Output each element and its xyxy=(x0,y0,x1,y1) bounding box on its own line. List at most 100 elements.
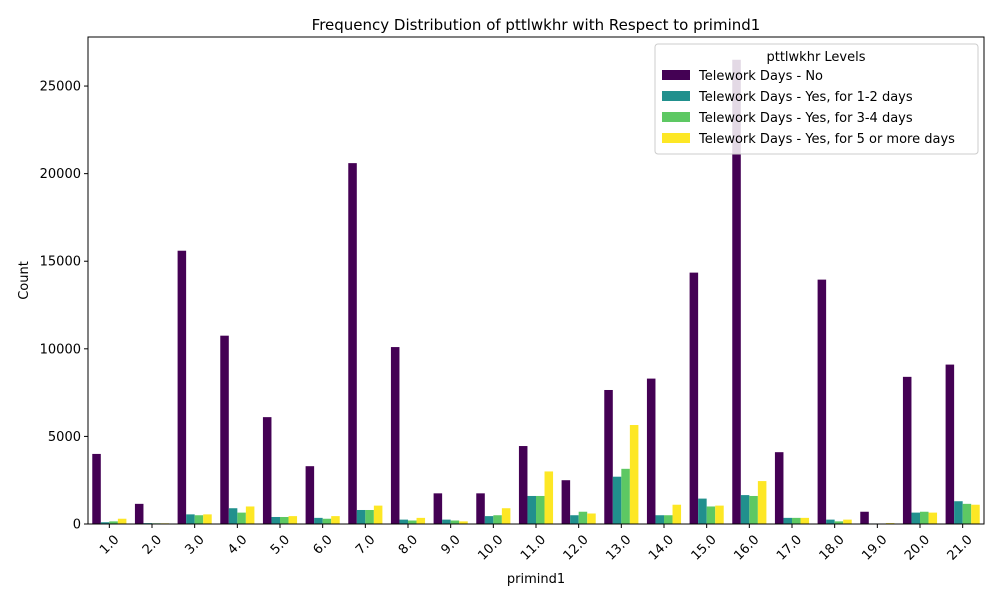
bar-8.0-series-1 xyxy=(390,347,400,524)
y-tick-label: 25000 xyxy=(40,80,81,95)
bar-4.0-series-2 xyxy=(228,508,238,524)
legend-swatch-series-3 xyxy=(662,112,690,122)
bar-6.0-series-2 xyxy=(314,517,323,524)
bar-11.0-series-1 xyxy=(518,446,528,524)
bar-12.0-series-4 xyxy=(587,513,596,524)
bar-16.0-series-1 xyxy=(732,59,741,525)
y-tick-label: 10000 xyxy=(40,342,81,357)
bar-3.0-series-4 xyxy=(203,514,212,524)
legend-swatch-series-1 xyxy=(662,70,690,80)
legend-label-series-2: Telework Days - Yes, for 1-2 days xyxy=(698,90,913,105)
y-tick-label: 5000 xyxy=(48,430,81,445)
bar-16.0-series-4 xyxy=(757,481,767,524)
bar-5.0-series-1 xyxy=(262,417,272,524)
bar-6.0-series-3 xyxy=(322,518,332,524)
bar-6.0-series-1 xyxy=(305,466,315,524)
bar-11.0-series-4 xyxy=(544,471,554,524)
bar-12.0-series-2 xyxy=(570,515,579,524)
legend-swatch-series-2 xyxy=(662,91,690,101)
bar-12.0-series-3 xyxy=(578,511,588,524)
bar-1.0-series-4 xyxy=(117,518,127,524)
x-axis-title: primind1 xyxy=(507,572,565,587)
legend-label-series-4: Telework Days - Yes, for 5 or more days xyxy=(698,132,955,147)
bar-7.0-series-2 xyxy=(356,509,366,524)
bar-10.0-series-4 xyxy=(501,508,511,524)
bar-8.0-series-3 xyxy=(408,520,417,524)
bar-16.0-series-2 xyxy=(740,495,750,524)
bar-5.0-series-4 xyxy=(288,516,298,524)
bar-9.0-series-3 xyxy=(450,520,460,524)
bar-1.0-series-3 xyxy=(109,521,118,524)
bar-2.0-series-1 xyxy=(134,503,144,524)
bar-3.0-series-2 xyxy=(186,514,195,524)
bar-15.0-series-3 xyxy=(706,506,716,524)
bar-4.0-series-4 xyxy=(245,506,255,524)
bar-21.0-series-1 xyxy=(945,364,955,524)
bar-10.0-series-2 xyxy=(484,516,494,524)
y-tick-label: 0 xyxy=(73,518,81,533)
bar-1.0-series-2 xyxy=(100,522,110,524)
bar-11.0-series-3 xyxy=(536,495,545,524)
bar-9.0-series-2 xyxy=(442,519,451,524)
bar-4.0-series-1 xyxy=(220,335,229,524)
bar-15.0-series-1 xyxy=(689,272,699,524)
bar-8.0-series-2 xyxy=(399,519,408,524)
bar-14.0-series-4 xyxy=(672,504,682,524)
y-tick-label: 20000 xyxy=(40,167,81,182)
bar-8.0-series-4 xyxy=(416,517,426,524)
bar-12.0-series-1 xyxy=(561,480,571,524)
legend: pttlwkhr Levels Telework Days - No Telewo… xyxy=(654,43,979,155)
y-axis-title: Count xyxy=(17,261,32,300)
bar-18.0-series-3 xyxy=(834,521,844,524)
bar-7.0-series-3 xyxy=(365,509,374,524)
bar-15.0-series-2 xyxy=(698,498,707,524)
bar-7.0-series-4 xyxy=(373,505,383,524)
bar-14.0-series-3 xyxy=(664,515,673,524)
bar-20.0-series-4 xyxy=(928,512,938,524)
bar-5.0-series-3 xyxy=(280,516,289,524)
bar-3.0-series-1 xyxy=(177,250,187,524)
bar-5.0-series-2 xyxy=(271,516,280,524)
bar-10.0-series-3 xyxy=(493,515,502,524)
bar-9.0-series-4 xyxy=(459,521,468,524)
bar-19.0-series-1 xyxy=(860,511,869,524)
bar-16.0-series-3 xyxy=(749,495,758,524)
legend-title: pttlwkhr Levels xyxy=(766,50,865,65)
bar-11.0-series-2 xyxy=(527,495,536,524)
bar-21.0-series-4 xyxy=(971,504,980,524)
bar-17.0-series-3 xyxy=(792,517,801,524)
bar-18.0-series-1 xyxy=(817,279,827,524)
bar-13.0-series-2 xyxy=(612,476,622,524)
bar-13.0-series-1 xyxy=(604,389,613,524)
bar-17.0-series-1 xyxy=(774,452,784,524)
bar-6.0-series-4 xyxy=(331,516,340,524)
bar-13.0-series-3 xyxy=(621,468,630,524)
bar-14.0-series-2 xyxy=(655,515,664,524)
bar-14.0-series-1 xyxy=(646,378,656,524)
bar-18.0-series-4 xyxy=(843,519,852,524)
bar-20.0-series-2 xyxy=(911,512,920,524)
bar-21.0-series-3 xyxy=(962,503,972,524)
bars-layer xyxy=(92,59,980,525)
bar-15.0-series-4 xyxy=(715,505,724,524)
legend-swatch-series-4 xyxy=(662,133,690,143)
legend-box xyxy=(654,43,979,155)
bar-13.0-series-4 xyxy=(629,425,639,524)
y-axis: 0 5000 10000 15000 20000 25000 xyxy=(40,80,88,533)
bar-17.0-series-4 xyxy=(800,517,810,524)
legend-label-series-3: Telework Days - Yes, for 3-4 days xyxy=(698,111,913,126)
bar-9.0-series-1 xyxy=(433,493,443,524)
bar-21.0-series-2 xyxy=(954,501,963,524)
bar-3.0-series-3 xyxy=(194,515,204,524)
bar-17.0-series-2 xyxy=(783,517,792,524)
bar-20.0-series-3 xyxy=(920,511,929,524)
bar-7.0-series-1 xyxy=(348,163,357,524)
bar-1.0-series-1 xyxy=(92,453,101,524)
plot-frame xyxy=(87,36,985,525)
bar-4.0-series-3 xyxy=(237,512,246,524)
bar-20.0-series-1 xyxy=(902,376,912,524)
legend-label-series-1: Telework Days - No xyxy=(698,69,823,84)
bar-10.0-series-1 xyxy=(476,493,485,524)
bar-18.0-series-2 xyxy=(826,519,835,524)
